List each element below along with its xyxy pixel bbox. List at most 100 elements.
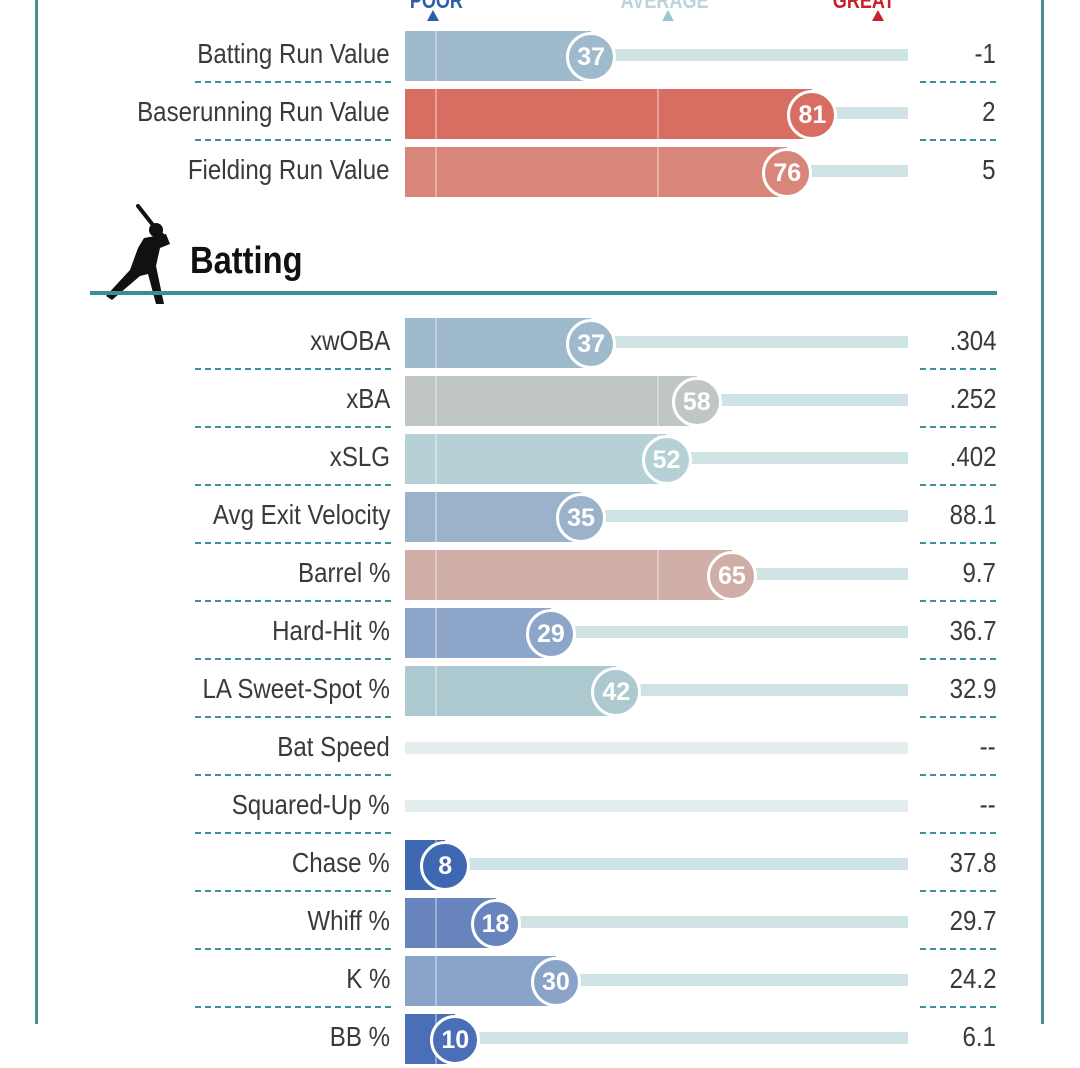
percentile-track bbox=[405, 916, 908, 928]
row-separator bbox=[195, 600, 391, 602]
percentile-track bbox=[405, 800, 908, 812]
stat-label: xSLG bbox=[329, 441, 390, 472]
percentile-badge[interactable]: 58 bbox=[671, 377, 722, 427]
percentile-bar bbox=[405, 376, 697, 426]
stat-value: 29.7 bbox=[949, 905, 996, 936]
row-separator bbox=[920, 890, 996, 892]
legend-average-label: AVERAGE bbox=[620, 0, 709, 13]
stat-label: xBA bbox=[345, 383, 390, 414]
row-separator bbox=[195, 368, 391, 370]
stat-label: LA Sweet-Spot % bbox=[202, 673, 390, 704]
stat-value: -- bbox=[979, 731, 996, 762]
percentile-track bbox=[405, 858, 908, 870]
scale-tick bbox=[435, 608, 438, 658]
section-divider bbox=[90, 291, 997, 295]
poor-marker-icon bbox=[427, 10, 439, 21]
percentile-badge[interactable]: 37 bbox=[566, 319, 617, 369]
scale-tick bbox=[435, 89, 438, 139]
scale-tick bbox=[656, 550, 659, 600]
stat-row[interactable]: Chase % 8 37.8 bbox=[0, 832, 1080, 894]
scale-tick bbox=[656, 147, 659, 197]
stat-row[interactable]: LA Sweet-Spot % 42 32.9 bbox=[0, 658, 1080, 720]
row-separator bbox=[920, 484, 996, 486]
row-separator bbox=[195, 139, 391, 141]
stat-row[interactable]: xSLG 52 .402 bbox=[0, 426, 1080, 488]
row-separator bbox=[195, 774, 391, 776]
row-separator bbox=[920, 832, 996, 834]
scale-tick bbox=[435, 666, 438, 716]
percentile-bar bbox=[405, 550, 732, 600]
stat-row[interactable]: K % 30 24.2 bbox=[0, 948, 1080, 1010]
stat-row[interactable]: Batting Run Value 37 -1 bbox=[0, 27, 1080, 85]
row-separator bbox=[195, 832, 391, 834]
stat-label: Avg Exit Velocity bbox=[212, 499, 390, 530]
stat-value: 36.7 bbox=[949, 615, 996, 646]
card-right-border bbox=[1041, 0, 1044, 1024]
stat-row[interactable]: Baserunning Run Value 81 2 bbox=[0, 81, 1080, 143]
row-separator bbox=[195, 81, 391, 83]
stat-value: -- bbox=[979, 789, 996, 820]
row-separator bbox=[920, 1006, 996, 1008]
stat-label: Hard-Hit % bbox=[272, 615, 390, 646]
average-marker-icon bbox=[662, 10, 674, 21]
percentile-bar bbox=[405, 89, 813, 139]
row-separator bbox=[195, 542, 391, 544]
stat-value: 5 bbox=[982, 154, 996, 185]
percentile-badge[interactable]: 8 bbox=[420, 841, 471, 891]
stat-value: 32.9 bbox=[949, 673, 996, 704]
stat-row[interactable]: Barrel % 65 9.7 bbox=[0, 542, 1080, 604]
row-separator bbox=[920, 542, 996, 544]
row-separator bbox=[195, 426, 391, 428]
stat-row[interactable]: Hard-Hit % 29 36.7 bbox=[0, 600, 1080, 662]
stat-label: Fielding Run Value bbox=[188, 154, 390, 185]
scale-tick bbox=[435, 318, 438, 368]
stat-row[interactable]: xwOBA 37 .304 bbox=[0, 314, 1080, 372]
percentile-badge[interactable]: 76 bbox=[762, 148, 813, 198]
stat-row[interactable]: Squared-Up % -- bbox=[0, 774, 1080, 836]
percentile-bar bbox=[405, 666, 617, 716]
percentile-track bbox=[405, 1032, 908, 1044]
stat-label: Batting Run Value bbox=[197, 38, 390, 69]
scale-tick bbox=[656, 376, 659, 426]
stat-value: 88.1 bbox=[949, 499, 996, 530]
row-separator bbox=[920, 368, 996, 370]
legend-great-label: GREAT bbox=[832, 0, 895, 13]
stat-value: 2 bbox=[982, 96, 996, 127]
percentile-track bbox=[405, 742, 908, 754]
scale-tick bbox=[656, 89, 659, 139]
stat-row[interactable]: Whiff % 18 29.7 bbox=[0, 890, 1080, 952]
percentile-bar bbox=[405, 318, 592, 368]
stat-label: K % bbox=[345, 963, 390, 994]
percentile-badge[interactable]: 10 bbox=[430, 1015, 481, 1065]
row-separator bbox=[195, 1006, 391, 1008]
stat-label: xwOBA bbox=[309, 325, 390, 356]
stat-row[interactable]: BB % 10 6.1 bbox=[0, 1006, 1080, 1068]
percentile-badge[interactable]: 35 bbox=[556, 493, 607, 543]
percentile-bar bbox=[405, 492, 582, 542]
stat-value: 24.2 bbox=[949, 963, 996, 994]
stat-value: .402 bbox=[949, 441, 996, 472]
percentile-badge[interactable]: 42 bbox=[591, 667, 642, 717]
percentile-badge[interactable]: 81 bbox=[787, 90, 838, 140]
row-separator bbox=[195, 948, 391, 950]
percentile-badge[interactable]: 30 bbox=[530, 957, 581, 1007]
row-separator bbox=[920, 139, 996, 141]
percentile-badge[interactable]: 37 bbox=[566, 32, 617, 82]
scale-tick bbox=[435, 492, 438, 542]
percentile-badge[interactable]: 29 bbox=[525, 609, 576, 659]
percentile-badge[interactable]: 65 bbox=[706, 551, 757, 601]
stat-value: .252 bbox=[949, 383, 996, 414]
row-separator bbox=[920, 774, 996, 776]
percentile-badge[interactable]: 18 bbox=[470, 899, 521, 949]
stat-row[interactable]: Avg Exit Velocity 35 88.1 bbox=[0, 484, 1080, 546]
row-separator bbox=[195, 484, 391, 486]
stat-label: Baserunning Run Value bbox=[137, 96, 390, 127]
stat-row[interactable]: Fielding Run Value 76 5 bbox=[0, 139, 1080, 201]
percentile-bar bbox=[405, 434, 667, 484]
stat-row[interactable]: Bat Speed -- bbox=[0, 716, 1080, 778]
percentile-badge[interactable]: 52 bbox=[641, 435, 692, 485]
stat-label: Barrel % bbox=[297, 557, 390, 588]
scale-tick bbox=[435, 434, 438, 484]
row-separator bbox=[195, 890, 391, 892]
stat-row[interactable]: xBA 58 .252 bbox=[0, 368, 1080, 430]
